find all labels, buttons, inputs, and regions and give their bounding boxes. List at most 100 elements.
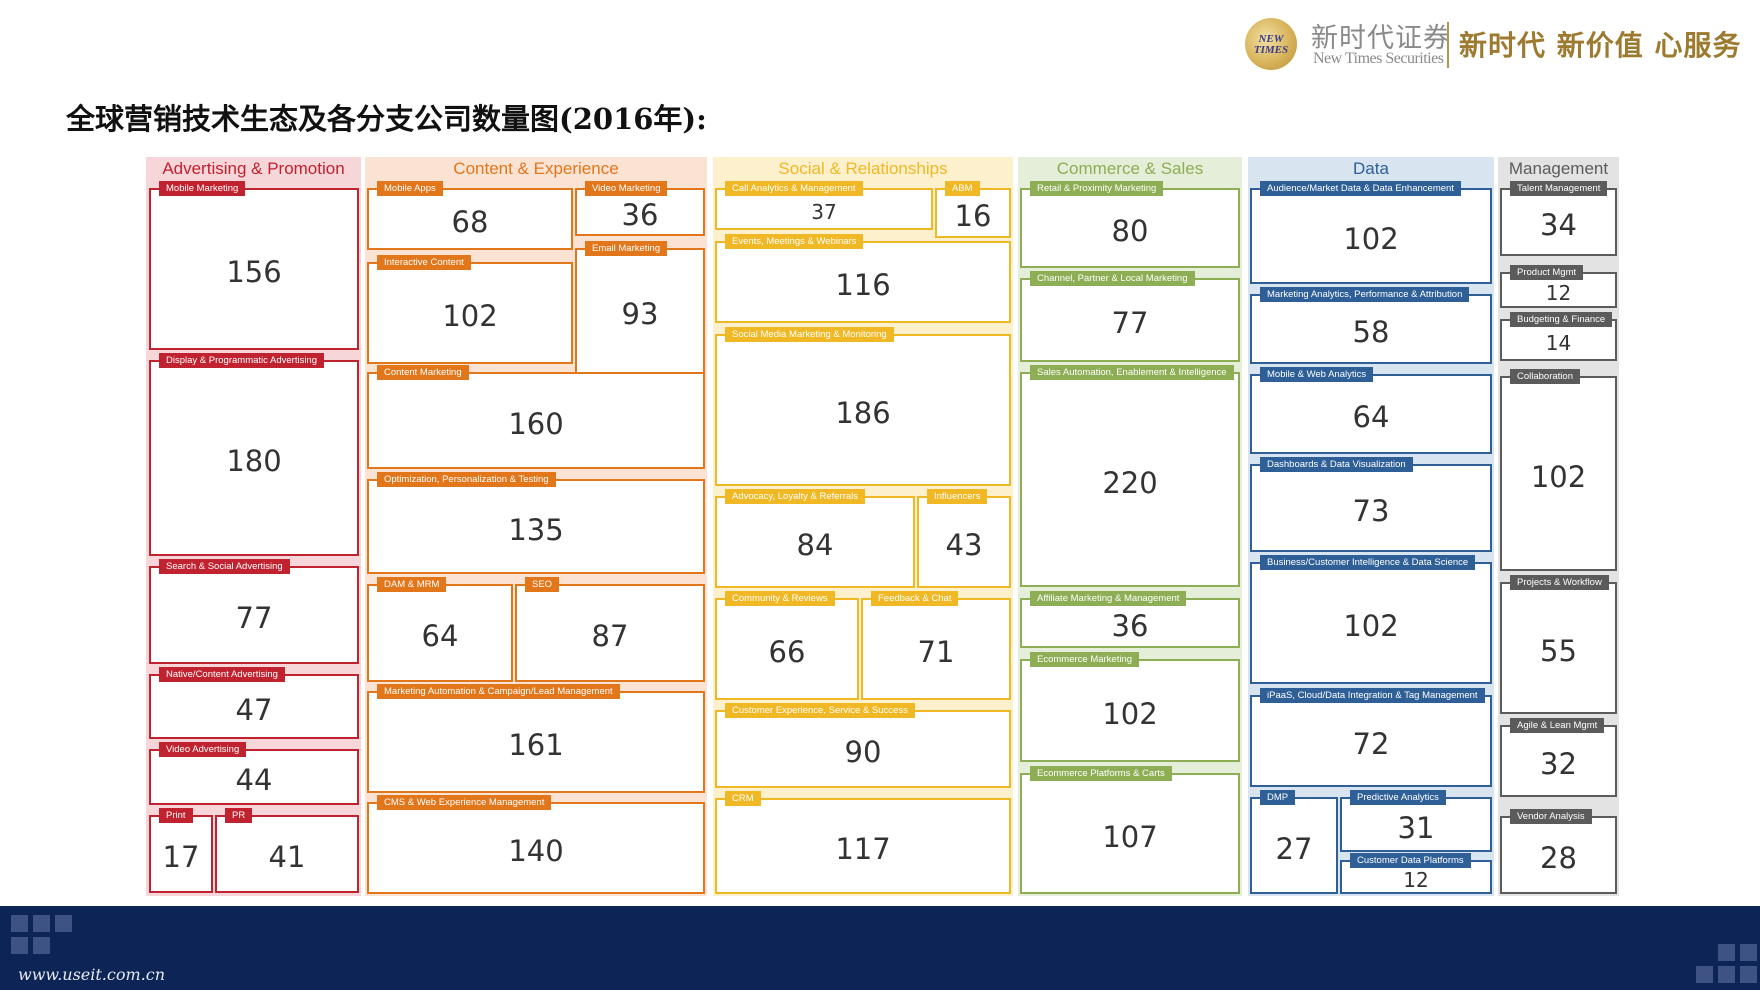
category-box: Influencers 43 bbox=[917, 489, 1011, 588]
company-count: 102 bbox=[1530, 460, 1587, 494]
category-box: CMS & Web Experience Management 140 bbox=[367, 795, 705, 894]
category-box: iPaaS, Cloud/Data Integration & Tag Mana… bbox=[1250, 688, 1492, 787]
company-count: 14 bbox=[1545, 331, 1572, 355]
category-box: Customer Data Platforms 12 bbox=[1340, 853, 1492, 894]
category-box: Sales Automation, Enablement & Intellige… bbox=[1020, 365, 1240, 587]
company-count: 32 bbox=[1540, 747, 1577, 781]
category-box: Affiliate Marketing & Management 36 bbox=[1020, 591, 1240, 648]
category-box: Dashboards & Data Visualization 73 bbox=[1250, 457, 1492, 552]
category-box: Video Advertising 44 bbox=[149, 742, 359, 805]
category-label: Sales Automation, Enablement & Intellige… bbox=[1030, 365, 1234, 380]
category-box: Marketing Analytics, Performance & Attri… bbox=[1250, 287, 1492, 364]
column-title: Commerce & Sales bbox=[1056, 159, 1204, 178]
category-label: Vendor Analysis bbox=[1510, 809, 1592, 824]
company-count: 12 bbox=[1545, 281, 1572, 305]
category-box: CRM 117 bbox=[715, 791, 1011, 894]
company-count: 68 bbox=[451, 205, 489, 239]
category-box: Ecommerce Marketing 102 bbox=[1020, 652, 1240, 762]
category-box: DAM & MRM 64 bbox=[367, 577, 513, 682]
category-label: Customer Data Platforms bbox=[1350, 853, 1471, 868]
category-label: Affiliate Marketing & Management bbox=[1030, 591, 1187, 606]
category-box: Audience/Market Data & Data Enhancement 1… bbox=[1250, 181, 1492, 284]
category-label: Audience/Market Data & Data Enhancement bbox=[1260, 181, 1461, 196]
company-count: 71 bbox=[917, 635, 955, 669]
category-box: Ecommerce Platforms & Carts 107 bbox=[1020, 766, 1240, 894]
category-box: Native/Content Advertising 47 bbox=[149, 667, 359, 739]
column-commerce-sales: Commerce & Sales Retail & Proximity Mark… bbox=[1018, 157, 1242, 896]
category-box: Channel, Partner & Local Marketing 77 bbox=[1020, 271, 1240, 362]
category-label: Marketing Automation & Campaign/Lead Man… bbox=[377, 684, 620, 699]
company-name-cn: 新时代证券 bbox=[1311, 23, 1451, 54]
category-box: Community & Reviews 66 bbox=[715, 591, 859, 700]
company-count: 47 bbox=[235, 693, 273, 727]
category-box: ABM 16 bbox=[935, 181, 1011, 238]
category-label: Ecommerce Marketing bbox=[1030, 652, 1140, 667]
category-label: Retail & Proximity Marketing bbox=[1030, 181, 1164, 196]
category-label: Community & Reviews bbox=[725, 591, 835, 606]
category-label: Feedback & Chat bbox=[871, 591, 959, 606]
category-box: Search & Social Advertising 77 bbox=[149, 559, 359, 664]
category-box: Mobile Apps 68 bbox=[367, 181, 573, 250]
column-title: Advertising & Promotion bbox=[162, 159, 345, 178]
category-box: Predictive Analytics 31 bbox=[1340, 790, 1492, 852]
category-label: Talent Management bbox=[1510, 181, 1608, 196]
company-count: 102 bbox=[1343, 609, 1399, 643]
category-label: Search & Social Advertising bbox=[159, 559, 290, 574]
company-count: 73 bbox=[1352, 494, 1390, 528]
decor-square bbox=[11, 915, 28, 932]
category-label: DMP bbox=[1260, 790, 1296, 805]
logo-badge: NEW TIMES bbox=[1245, 18, 1297, 70]
category-label: Social Media Marketing & Monitoring bbox=[725, 327, 894, 342]
category-label: ABM bbox=[945, 181, 980, 196]
company-count: 34 bbox=[1540, 208, 1577, 242]
decor-square bbox=[1696, 966, 1713, 983]
category-box: Video Marketing 36 bbox=[575, 181, 705, 236]
decor-square bbox=[55, 915, 72, 932]
category-box: Vendor Analysis 28 bbox=[1500, 809, 1617, 894]
company-count: 140 bbox=[508, 834, 564, 868]
company-count: 77 bbox=[1111, 306, 1149, 340]
category-label: Native/Content Advertising bbox=[159, 667, 285, 682]
category-box: Business/Customer Intelligence & Data Sc… bbox=[1250, 555, 1492, 684]
category-label: Collaboration bbox=[1510, 369, 1580, 384]
category-label: Dashboards & Data Visualization bbox=[1260, 457, 1413, 472]
decor-square bbox=[33, 915, 50, 932]
company-logo: NEW TIMES 新时代证券 New Times Securities 新时代… bbox=[1245, 14, 1745, 76]
category-label: Optimization, Personalization & Testing bbox=[377, 472, 556, 487]
category-label: Budgeting & Finance bbox=[1510, 312, 1613, 327]
column-content-experience: Content & Experience Mobile Apps 68 Video… bbox=[365, 157, 707, 896]
company-count: 64 bbox=[1352, 400, 1390, 434]
category-label: SEO bbox=[525, 577, 560, 592]
company-count: 58 bbox=[1352, 315, 1390, 349]
category-box: PR 41 bbox=[215, 808, 359, 893]
category-box: Budgeting & Finance 14 bbox=[1500, 312, 1617, 361]
footer-url: www.useit.com.cn bbox=[18, 965, 166, 984]
category-label: Mobile Marketing bbox=[159, 181, 246, 196]
company-count: 87 bbox=[591, 619, 629, 653]
company-count: 36 bbox=[621, 198, 659, 232]
category-label: Ecommerce Platforms & Carts bbox=[1030, 766, 1172, 781]
category-box: Optimization, Personalization & Testing 1… bbox=[367, 472, 705, 574]
category-label: DAM & MRM bbox=[377, 577, 447, 592]
category-label: CMS & Web Experience Management bbox=[377, 795, 552, 810]
company-count: 116 bbox=[835, 268, 891, 302]
category-label: Influencers bbox=[927, 489, 988, 504]
category-label: Call Analytics & Management bbox=[725, 181, 863, 196]
category-label: Print bbox=[159, 808, 193, 823]
company-count: 41 bbox=[268, 840, 306, 874]
company-count: 156 bbox=[226, 255, 282, 289]
company-name-en: New Times Securities bbox=[1313, 50, 1444, 67]
category-box: Retail & Proximity Marketing 80 bbox=[1020, 181, 1240, 268]
company-count: 12 bbox=[1403, 868, 1429, 892]
category-box: Feedback & Chat 71 bbox=[861, 591, 1011, 700]
category-label: Advocacy, Loyalty & Referrals bbox=[725, 489, 866, 504]
category-box: Print 17 bbox=[149, 808, 213, 893]
category-box: SEO 87 bbox=[515, 577, 705, 682]
page-title: 全球营销技术生态及各分支公司数量图(2016年): bbox=[66, 102, 707, 136]
column-title: Data bbox=[1353, 159, 1389, 178]
category-box: Collaboration 102 bbox=[1500, 369, 1617, 571]
category-label: Video Advertising bbox=[159, 742, 247, 757]
decor-square bbox=[1740, 944, 1757, 961]
category-label: Marketing Analytics, Performance & Attri… bbox=[1260, 287, 1470, 302]
category-label: Email Marketing bbox=[585, 241, 668, 256]
